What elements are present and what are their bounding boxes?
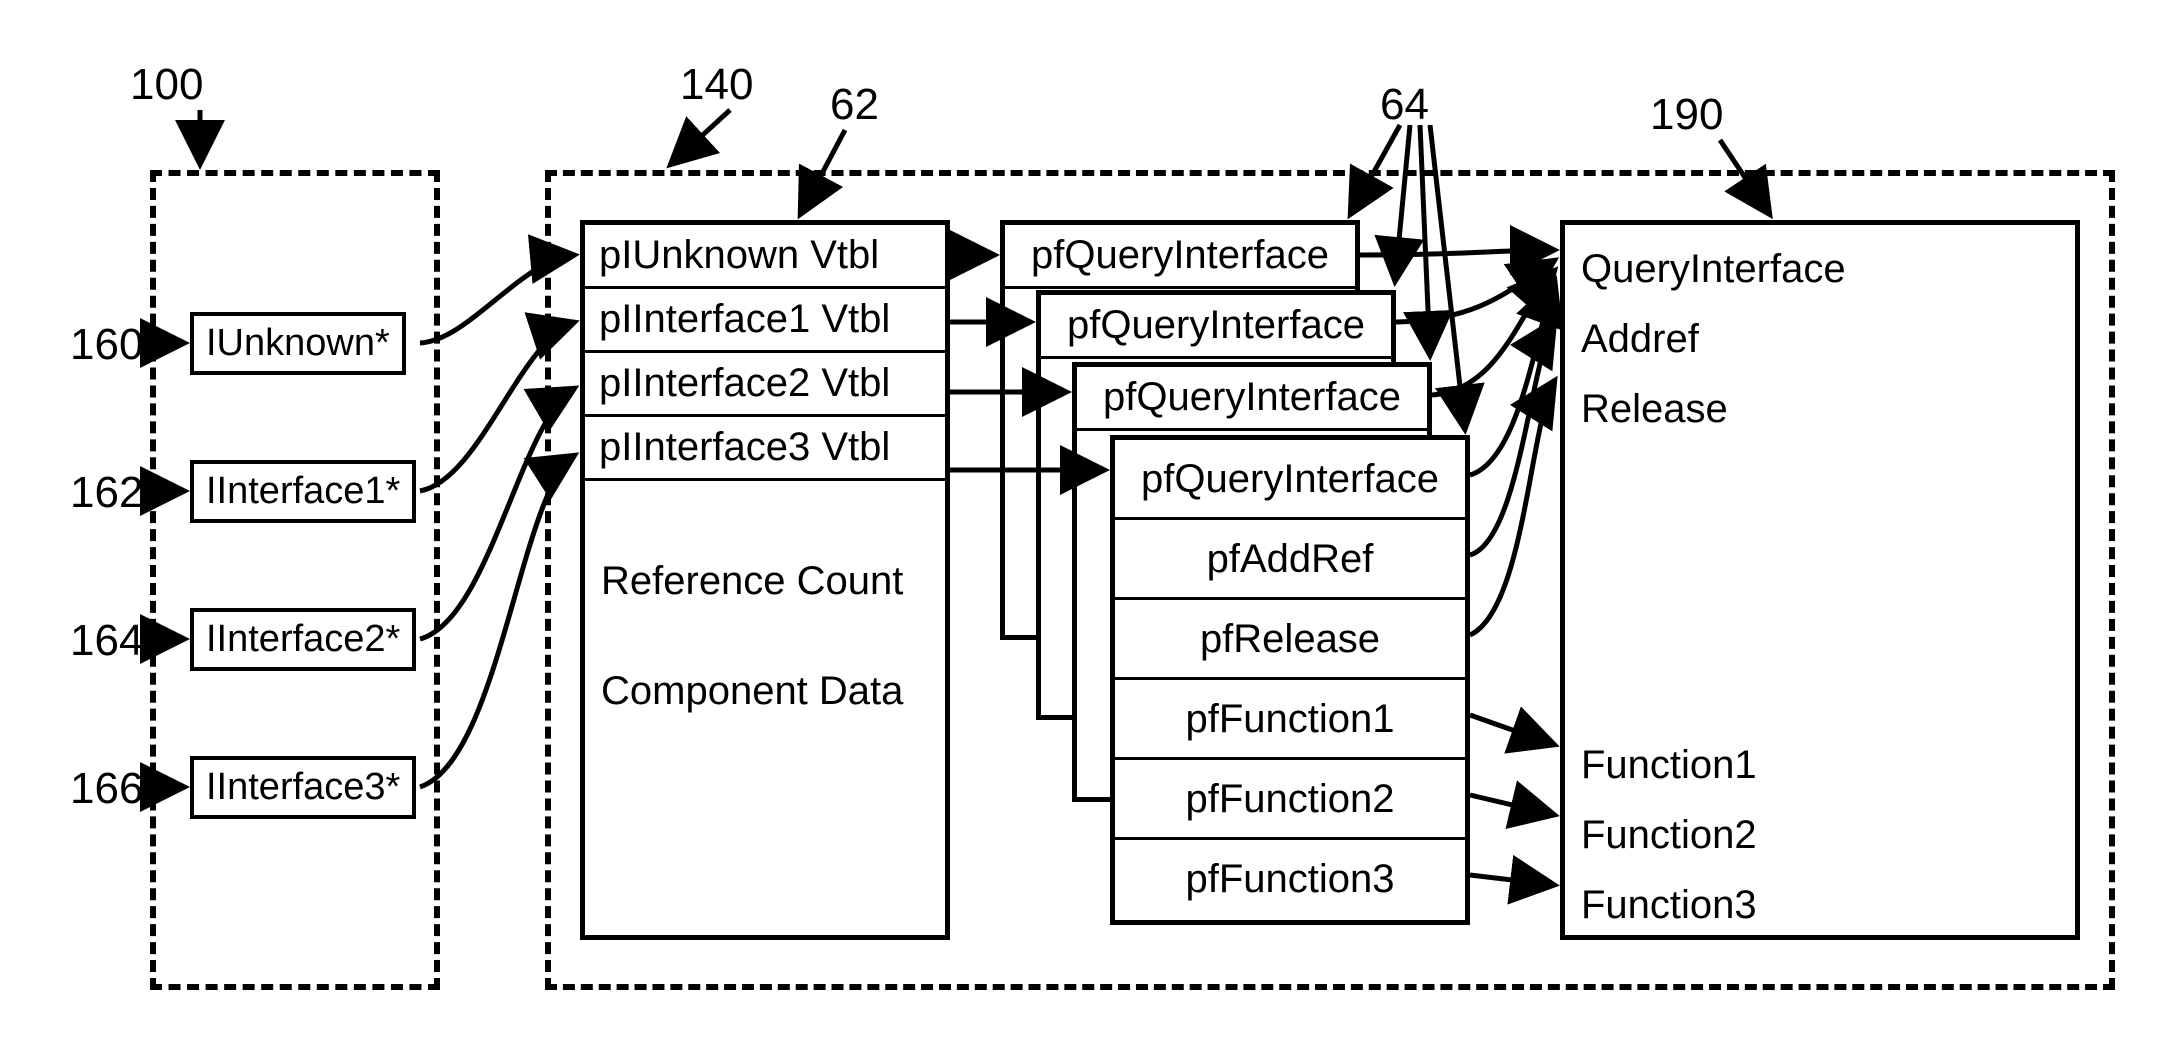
iunknown-ptr: IUnknown* [190,312,406,375]
fn-addref: Addref [1565,309,2075,379]
client-region-box [150,170,440,990]
pffunction3: pfFunction3 [1115,840,1465,920]
vtbl-row-iinterface3: pIInterface3 Vtbl [585,417,945,481]
fn-release: Release [1565,379,2075,449]
ref-160: 160 [70,320,143,370]
vtbl-row-iinterface2: pIInterface2 Vtbl [585,353,945,417]
vtbl-row-iunknown: pIUnknown Vtbl [585,225,945,289]
component-data-label: Component Data [585,651,945,731]
functions-box: QueryInterface Addref Release Function1 … [1560,220,2080,940]
ref-162: 162 [70,468,143,518]
vtable-front: pfQueryInterface pfAddRef pfRelease pfFu… [1110,435,1470,925]
pffunction2: pfFunction2 [1115,760,1465,840]
ref-140: 140 [680,60,753,110]
ref-164: 164 [70,616,143,666]
pfrelease: pfRelease [1115,600,1465,680]
diagram-canvas: 100 140 62 64 190 160 162 164 166 IUnkno… [0,0,2170,1044]
pffunction1: pfFunction1 [1115,680,1465,760]
iinterface1-ptr: IInterface1* [190,460,416,523]
iinterface3-ptr: IInterface3* [190,756,416,819]
fn-function3: Function3 [1565,865,1773,945]
iinterface2-ptr: IInterface2* [190,608,416,671]
pfqi-1: pfQueryInterface [1041,295,1391,359]
ref-100: 100 [130,60,203,110]
vtbl-row-iinterface1: pIInterface1 Vtbl [585,289,945,353]
fn-function2: Function2 [1565,795,1773,875]
vtbl-block: pIUnknown Vtbl pIInterface1 Vtbl pIInter… [580,220,950,940]
fn-queryinterface: QueryInterface [1565,225,2075,309]
ref-62: 62 [830,80,879,130]
fn-function1: Function1 [1565,725,1773,805]
pfaddref: pfAddRef [1115,520,1465,600]
reference-count-label: Reference Count [585,541,945,621]
ref-166: 166 [70,764,143,814]
ref-190: 190 [1650,90,1723,140]
pfqi-0: pfQueryInterface [1005,225,1355,289]
pfqueryinterface: pfQueryInterface [1115,440,1465,520]
ref-64: 64 [1380,80,1429,130]
pfqi-2: pfQueryInterface [1077,367,1427,431]
